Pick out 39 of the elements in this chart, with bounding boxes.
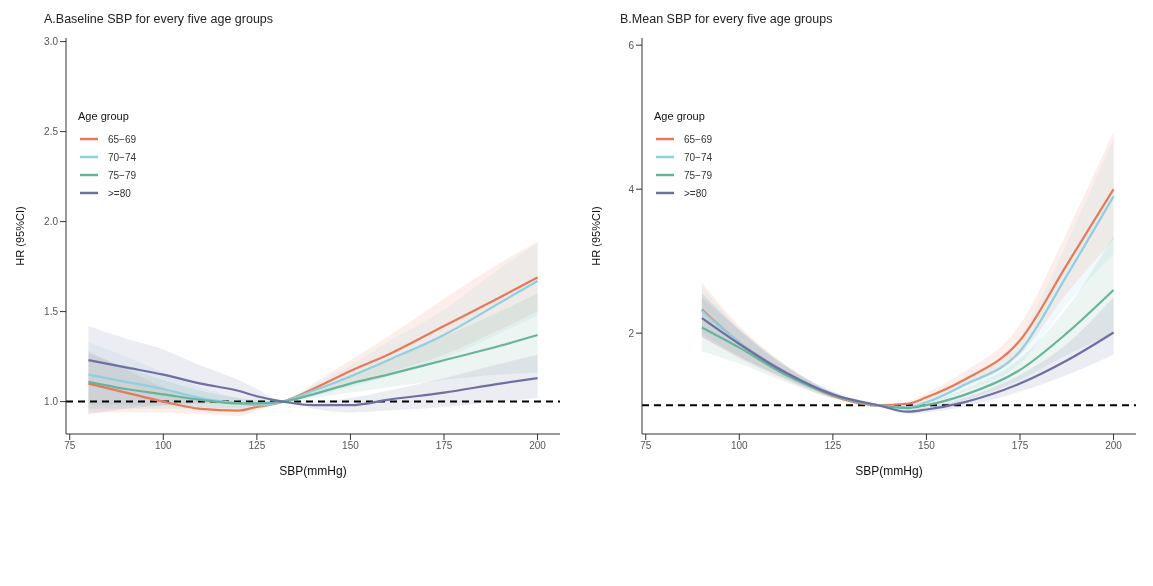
line-series xyxy=(87,359,539,407)
x-tick-label: 125 xyxy=(824,440,842,452)
x-tick-label: 150 xyxy=(918,440,936,452)
x-tick-label: 150 xyxy=(342,440,360,452)
y-tick-label: 3.0 xyxy=(44,36,59,48)
y-axis-title: HR (95%CI) xyxy=(13,206,26,266)
chart-title: B.Mean SBP for every five age groups xyxy=(619,11,834,28)
y-tick-label: 2 xyxy=(628,327,635,339)
legend-label: 70−74 xyxy=(108,151,137,163)
legend-label: 65−69 xyxy=(684,133,713,145)
x-tick-label: 200 xyxy=(1105,440,1123,452)
x-tick-label: 175 xyxy=(1011,440,1029,452)
y-tick-label: 6 xyxy=(628,39,635,51)
x-tick-label: 100 xyxy=(154,440,173,452)
legend-label: >=80 xyxy=(684,187,707,199)
y-tick-label: 2.0 xyxy=(44,216,59,228)
x-tick-label: 200 xyxy=(529,440,547,452)
legend-label: 75−79 xyxy=(108,169,137,181)
y-tick-label: 1.0 xyxy=(44,396,59,408)
x-tick-label: 100 xyxy=(730,440,749,452)
y-axis-title: HR (95%CI) xyxy=(589,206,602,266)
legend-label: 70−74 xyxy=(684,151,713,163)
chart-title: A.Baseline SBP for every five age groups xyxy=(43,11,275,28)
legend-title: Age group xyxy=(654,110,706,122)
y-tick-label: 1.5 xyxy=(44,306,59,318)
line-series xyxy=(87,333,539,405)
legend-label: 65−69 xyxy=(108,133,137,145)
x-tick-label: 175 xyxy=(435,440,453,452)
legend-title: Age group xyxy=(78,110,130,122)
x-axis-title: SBP(mmHg) xyxy=(855,463,923,478)
y-tick-label: 4 xyxy=(628,183,635,195)
line-series xyxy=(700,316,1115,413)
x-axis-title: SBP(mmHg) xyxy=(279,463,347,478)
x-tick-label: 75 xyxy=(64,440,76,452)
x-tick-label: 125 xyxy=(248,440,266,452)
x-tick-label: 75 xyxy=(640,440,652,452)
legend-label: 75−79 xyxy=(684,169,713,181)
y-tick-label: 2.5 xyxy=(44,126,59,138)
legend-label: >=80 xyxy=(108,187,131,199)
